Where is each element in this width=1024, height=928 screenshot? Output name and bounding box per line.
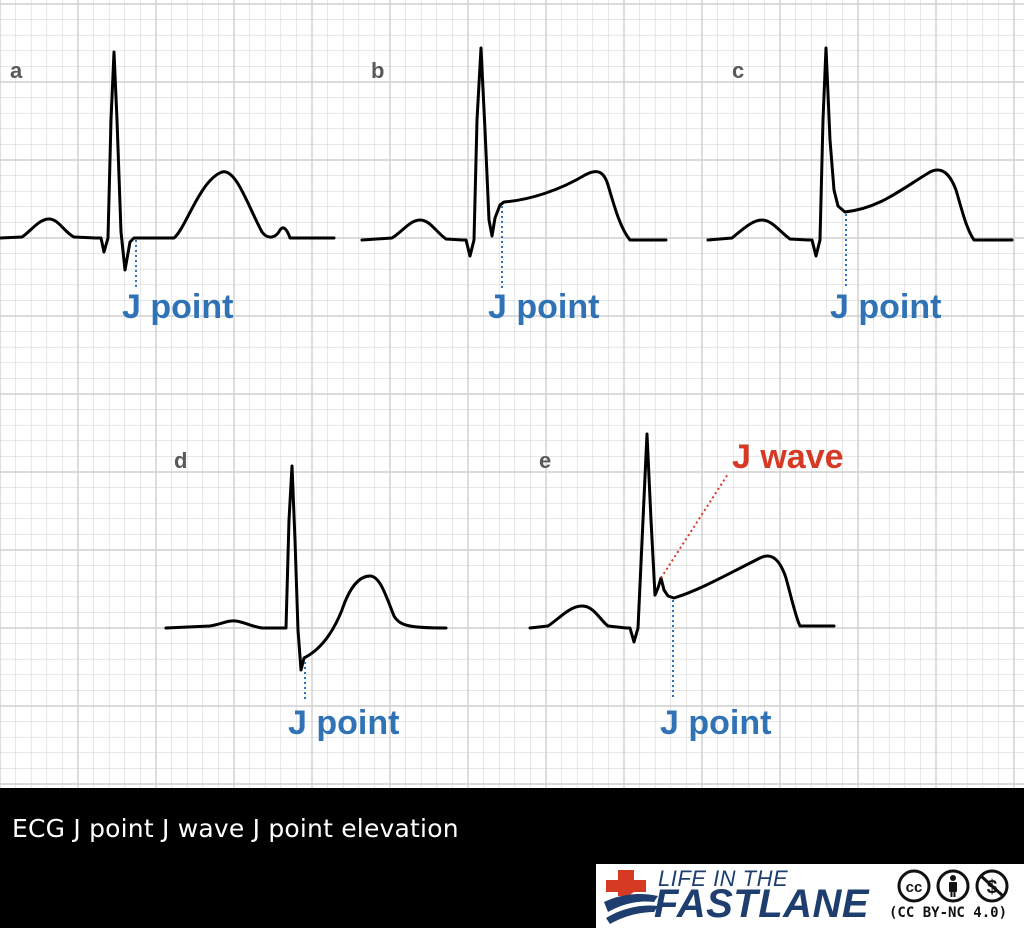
panel-e-j-wave-label: J wave: [732, 438, 844, 476]
panel-e-j-wave-pointer: [660, 473, 729, 579]
panel-d: d J point: [164, 448, 448, 742]
cc-license-icons: cc $: [897, 869, 1009, 903]
ecg-diagram: a J point b J point c J point d J point: [0, 0, 1024, 788]
cross-swoosh-icon: [604, 870, 658, 924]
ecg-grid: [0, 0, 1024, 788]
non-commercial-icon: $: [975, 869, 1009, 903]
panel-d-trace: [164, 464, 448, 672]
license-text: (CC BY-NC 4.0): [889, 905, 1008, 921]
logo-line1: LIFE IN THE: [658, 866, 789, 891]
caption-text: ECG J point J wave J point elevation: [12, 814, 459, 843]
svg-text:cc: cc: [906, 879, 923, 896]
panel-e: e J point J wave: [528, 432, 844, 742]
panel-b: b J point: [360, 46, 668, 326]
panel-e-j-label: J point: [660, 704, 771, 742]
ecg-figure: a J point b J point c J point d J point: [0, 0, 1024, 788]
panel-e-letter: e: [539, 448, 551, 473]
panel-b-trace: [360, 46, 668, 258]
logo-line2: FASTLANE: [654, 882, 870, 926]
panel-c-trace: [706, 46, 1014, 258]
panel-c-letter: c: [732, 58, 744, 83]
panel-a: a J point: [0, 50, 336, 326]
panel-a-j-label: J point: [122, 288, 233, 326]
caption-bar: ECG J point J wave J point elevation LIF…: [0, 788, 1024, 928]
litfl-logo: LIFE IN THE FASTLANE cc $ (CC BY-NC 4.0): [596, 864, 1024, 928]
panel-a-letter: a: [10, 58, 23, 83]
by-person-icon: [936, 869, 970, 903]
panel-e-trace: [528, 432, 836, 644]
panel-b-j-label: J point: [488, 288, 599, 326]
panel-c-j-label: J point: [830, 288, 941, 326]
panel-d-letter: d: [174, 448, 187, 473]
panel-a-trace: [0, 50, 336, 272]
panel-b-letter: b: [371, 58, 384, 83]
panel-d-j-label: J point: [288, 704, 399, 742]
panel-c: c J point: [706, 46, 1014, 326]
cc-icon: cc: [897, 869, 931, 903]
